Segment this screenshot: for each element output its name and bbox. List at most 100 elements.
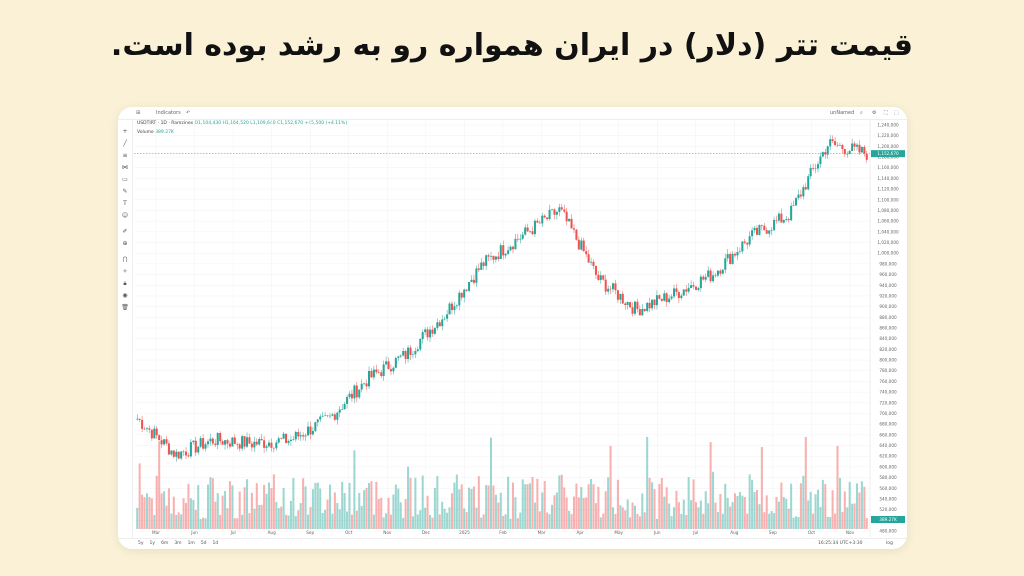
volume-bar: [670, 516, 673, 529]
crosshair-icon[interactable]: +: [122, 128, 128, 135]
candle-body: [460, 292, 463, 298]
range-button-6m[interactable]: 6m: [161, 541, 169, 546]
volume-bar: [343, 492, 346, 529]
volume-bar: [441, 501, 444, 529]
volume-bar: [365, 487, 368, 529]
time-tick-label: Nov: [383, 530, 392, 535]
settings-icon[interactable]: ⚙: [872, 110, 877, 116]
volume-bar: [433, 487, 436, 529]
chart-menu-icon[interactable]: ⊞: [136, 110, 141, 116]
time-tick-label: Nov: [846, 530, 855, 535]
candle-body: [536, 220, 539, 223]
candle-body: [346, 397, 349, 404]
candle-body: [609, 288, 612, 290]
price-tick-label: 960,000: [879, 272, 897, 277]
candle-body: [616, 290, 619, 300]
volume-bar: [407, 466, 410, 529]
volume-bar: [680, 513, 683, 529]
candle-body: [724, 258, 727, 270]
volume-bar: [585, 497, 588, 529]
volume-label: Volume: [137, 130, 154, 135]
undo-icon[interactable]: ↶: [186, 110, 191, 116]
price-tick-label: 520,000: [879, 507, 897, 512]
candle-body: [829, 139, 832, 147]
candle-body: [694, 286, 697, 290]
volume-bar: [265, 493, 268, 529]
zoom-icon[interactable]: ⊕: [122, 240, 128, 247]
price-chart[interactable]: 1,240,000 1,220,000 1,200,000 1,180,000 1,16…: [118, 107, 907, 549]
volume-bar: [346, 511, 349, 529]
price-tick-label: 680,000: [879, 422, 897, 427]
volume-bar: [685, 514, 688, 529]
volume-bar: [631, 502, 634, 529]
price-tick-label: 580,000: [879, 475, 897, 480]
volume-bar: [270, 488, 273, 529]
candle-body: [799, 194, 802, 197]
volume-bar: [243, 487, 246, 529]
candle-body: [358, 389, 361, 398]
volume-bar: [777, 501, 780, 529]
brush-icon[interactable]: ✎: [122, 188, 128, 195]
volume-bar: [795, 516, 798, 529]
price-tick-label: 480,000: [879, 529, 897, 534]
magnet-icon[interactable]: ⋂: [122, 256, 128, 263]
candle-body: [472, 279, 475, 283]
volume-bar: [755, 489, 758, 529]
ruler-icon[interactable]: ✐: [122, 228, 128, 235]
stay-drawing-icon[interactable]: ✧: [122, 268, 128, 275]
volume-bar: [541, 492, 544, 529]
candle-body: [641, 308, 644, 316]
candle-body: [253, 441, 256, 448]
price-tick-label: 1,120,000: [877, 187, 899, 192]
range-button-3m[interactable]: 3m: [174, 541, 182, 546]
volume-bar: [716, 512, 719, 529]
candle-body: [302, 435, 305, 437]
candle-body: [511, 246, 514, 250]
log-toggle[interactable]: log: [886, 541, 893, 546]
price-tick-label: 980,000: [879, 261, 897, 266]
emoji-icon[interactable]: ☺: [121, 212, 129, 219]
pattern-icon[interactable]: ⋈: [122, 164, 128, 171]
range-button-5d[interactable]: 5d: [200, 541, 207, 546]
lock-icon[interactable]: 🔒︎: [123, 280, 127, 287]
volume-bar: [485, 485, 488, 529]
symbol-label[interactable]: USDTIRT: [137, 121, 157, 126]
fullscreen-icon[interactable]: ⛶: [884, 110, 888, 116]
volume-bar: [426, 495, 429, 529]
candle-body: [812, 167, 815, 169]
range-button-1d[interactable]: 1d: [212, 541, 219, 546]
candle-body: [841, 144, 844, 149]
candle-body: [594, 265, 597, 275]
volume-bar: [707, 503, 710, 529]
snapshot-icon[interactable]: ⬚: [894, 110, 899, 116]
candle-body: [316, 419, 319, 423]
hide-icon[interactable]: ◉: [122, 292, 128, 299]
volume-bar: [704, 491, 707, 529]
fib-icon[interactable]: ≡: [122, 152, 128, 159]
text-icon[interactable]: T: [123, 200, 127, 207]
volume-bar: [641, 493, 644, 529]
candle-body: [311, 430, 314, 435]
candle-body: [448, 303, 451, 315]
volume-bar: [263, 484, 266, 529]
range-button-1m[interactable]: 1m: [187, 541, 195, 546]
volume-bar: [167, 488, 170, 529]
volume-bar: [250, 492, 253, 529]
range-button-1y[interactable]: 1y: [149, 541, 156, 546]
volume-bar: [785, 498, 788, 529]
candle-body: [399, 355, 402, 357]
candle-body: [529, 231, 532, 232]
trendline-icon[interactable]: ╱: [123, 140, 127, 147]
indicators-button[interactable]: Indicators: [156, 110, 181, 116]
layout-name-button[interactable]: unNamed: [830, 110, 855, 116]
search-icon[interactable]: ⌕: [860, 110, 863, 116]
interval-label[interactable]: 1D: [160, 121, 167, 126]
range-button-5y[interactable]: 5y: [138, 541, 144, 546]
projection-icon[interactable]: ▭: [122, 176, 128, 183]
volume-bar: [773, 513, 776, 529]
price-tick-label: 660,000: [879, 432, 897, 437]
time-tick-label: Sep: [306, 530, 314, 535]
candle-body: [619, 293, 622, 300]
candle-body: [258, 438, 261, 445]
trash-icon[interactable]: 🗑︎: [121, 304, 129, 311]
